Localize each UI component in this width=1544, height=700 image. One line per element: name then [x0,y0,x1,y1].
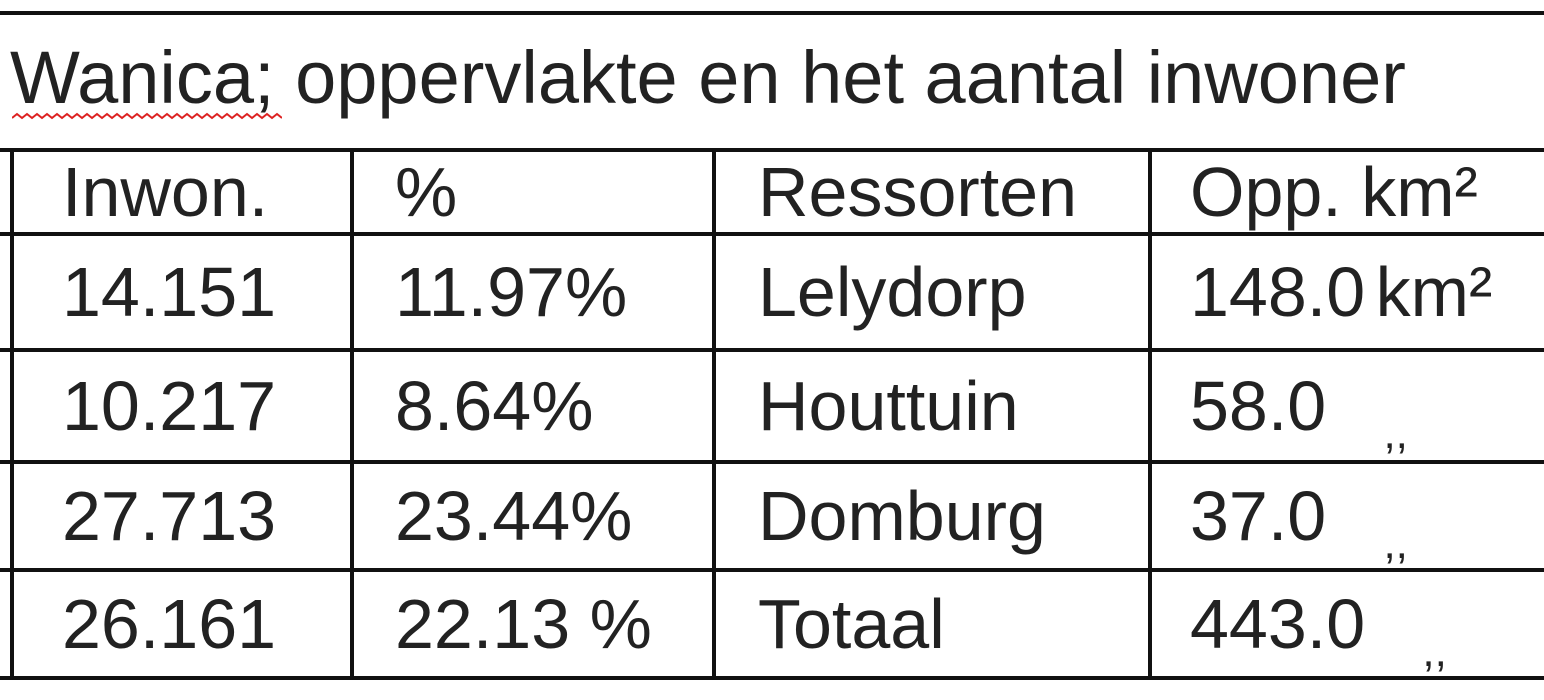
spell-check-underline [12,112,282,120]
area-cell: 148.0 km² [1190,257,1492,327]
table-cell: 11.97% [395,253,628,331]
area-cell: 37.0,, [1190,481,1408,566]
row-border [0,148,1544,152]
area-value: 148.0 [1190,253,1366,331]
table-cell: 26.161 [62,585,277,663]
table-cell: Domburg [758,477,1046,555]
header-cell: Opp. km² [1190,153,1478,231]
ditto-mark: ,, [1383,409,1408,458]
table-cell: Lelydorp [758,253,1027,331]
header-cell: % [395,153,458,231]
row-border [0,460,1544,464]
row-border [0,676,1544,680]
column-border [10,148,14,680]
area-unit: km² [1375,253,1493,331]
border-line [0,11,1544,15]
column-border [1148,148,1152,680]
row-border [0,348,1544,352]
table-cell: 14.151 [62,253,277,331]
table-cell: Totaal [758,585,945,663]
header-cell: Ressorten [758,153,1078,231]
table-cell: Houttuin [758,367,1019,445]
table-cell: 22.13 % [395,585,652,663]
table-cell: 23.44% [395,477,633,555]
ditto-mark: ,, [1383,519,1408,568]
table-title: Wanica; oppervlakte en het aantal inwone… [10,36,1406,119]
area-cell: 443.0,, [1190,589,1447,674]
table-cell: 27.713 [62,477,277,555]
row-border [0,568,1544,572]
area-value: 58.0 [1190,367,1327,445]
table-cell: 10.217 [62,367,277,445]
area-value: 443.0 [1190,585,1366,663]
header-cell: Inwon. [62,153,269,231]
column-border [712,148,716,680]
area-cell: 58.0,, [1190,371,1408,456]
table-cell: 8.64% [395,367,594,445]
ditto-mark: ,, [1422,627,1447,676]
column-border [350,148,354,680]
area-value: 37.0 [1190,477,1327,555]
row-border [0,232,1544,236]
